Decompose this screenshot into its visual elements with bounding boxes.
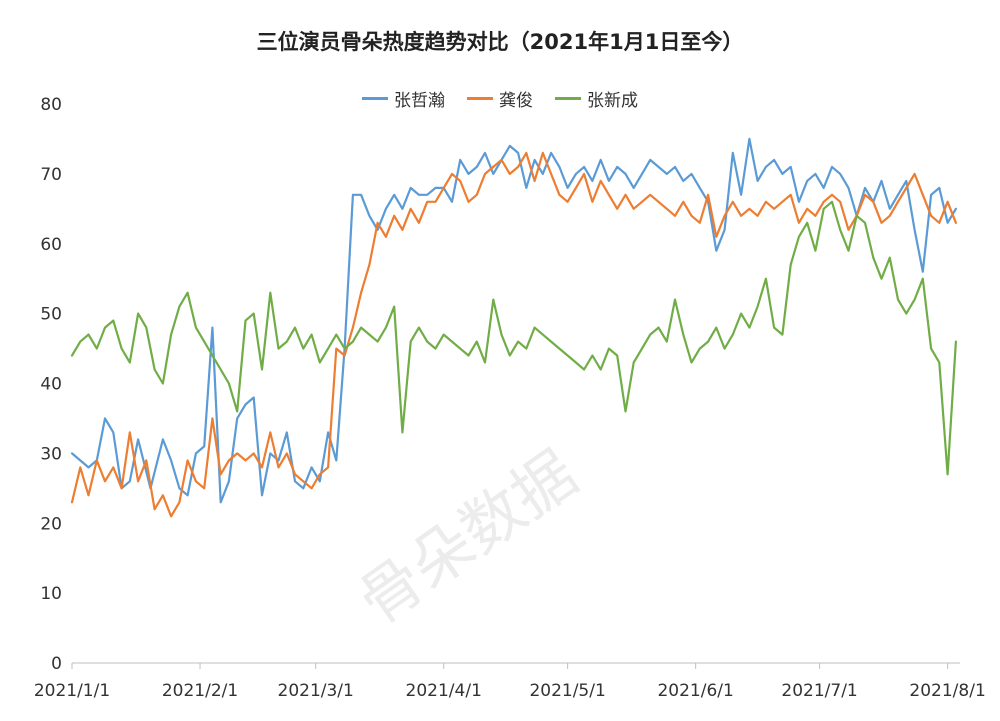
x-tick-label: 2021/1/1 bbox=[34, 681, 110, 701]
y-tick-label: 0 bbox=[51, 654, 62, 674]
legend-item-series-0: 张哲瀚 bbox=[362, 86, 445, 111]
y-tick-label: 70 bbox=[40, 165, 62, 185]
x-tick-label: 2021/6/1 bbox=[657, 681, 733, 701]
y-tick-label: 50 bbox=[40, 305, 62, 325]
y-tick-label: 60 bbox=[40, 235, 62, 255]
y-tick-label: 30 bbox=[40, 444, 62, 464]
x-tick-label: 2021/2/1 bbox=[162, 681, 238, 701]
watermark-text: 骨朵数据 bbox=[345, 436, 590, 638]
legend-item-series-2: 张新成 bbox=[555, 86, 638, 111]
legend-swatch bbox=[555, 97, 581, 100]
series-line-0 bbox=[70, 137, 958, 504]
legend-label: 龚俊 bbox=[499, 91, 533, 111]
x-tick-label: 2021/8/1 bbox=[909, 681, 985, 701]
legend-label: 张哲瀚 bbox=[394, 91, 445, 111]
chart-title: 三位演员骨朵热度趋势对比（2021年1月1日至今） bbox=[256, 30, 744, 54]
x-tick-label: 2021/7/1 bbox=[781, 681, 857, 701]
x-tick-label: 2021/3/1 bbox=[278, 681, 354, 701]
y-tick-label: 80 bbox=[40, 95, 62, 115]
legend-swatch bbox=[362, 97, 388, 100]
y-tick-label: 40 bbox=[40, 375, 62, 395]
x-tick-label: 2021/4/1 bbox=[406, 681, 482, 701]
series-line-2 bbox=[70, 200, 958, 476]
series-line-1 bbox=[70, 151, 958, 518]
y-tick-label: 20 bbox=[40, 514, 62, 534]
legend-swatch bbox=[467, 97, 493, 100]
legend-item-series-1: 龚俊 bbox=[467, 86, 533, 111]
chart-legend: 张哲瀚 龚俊 张新成 bbox=[0, 86, 1000, 111]
x-tick-label: 2021/5/1 bbox=[529, 681, 605, 701]
legend-label: 张新成 bbox=[587, 91, 638, 111]
y-tick-label: 10 bbox=[40, 584, 62, 604]
